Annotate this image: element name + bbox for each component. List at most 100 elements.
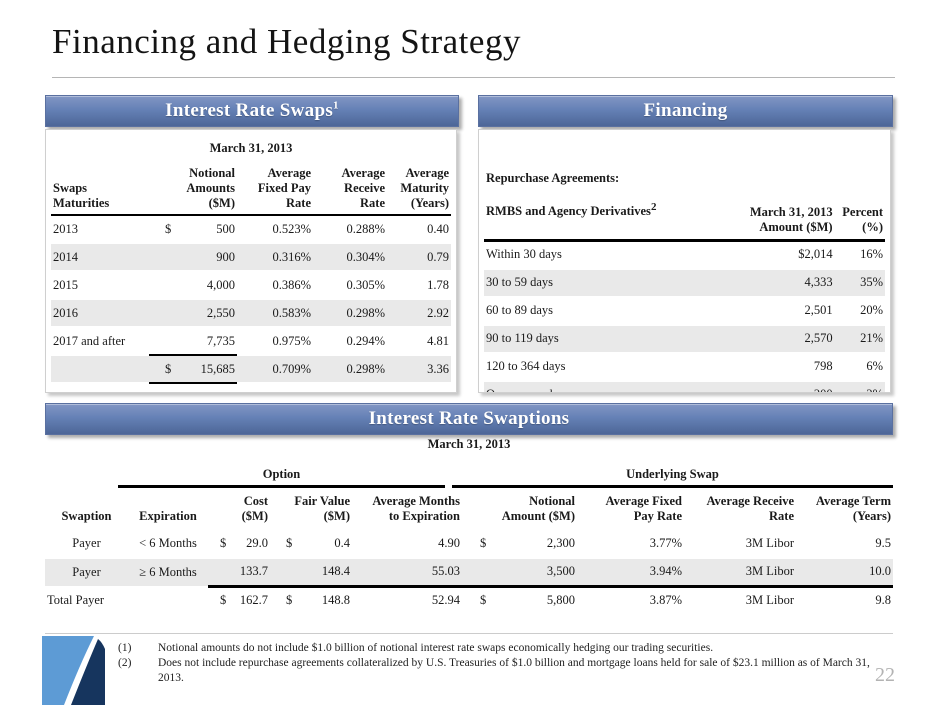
financing-row-60-89: 60 to 89 days 2,501 20% (484, 298, 885, 326)
cell-amount: 2,570 (697, 325, 835, 354)
currency-sign: $ (286, 593, 293, 607)
cell-term: 9.5 (796, 531, 893, 559)
cell-expiration: < 6 Months (128, 531, 208, 559)
cell-amount: 798 (697, 354, 835, 382)
cell-maturity: 0.79 (387, 244, 451, 273)
swaptions-col-months: Average Months to Expiration (372, 494, 460, 523)
cell-receive-rate: 3M Libor (684, 531, 796, 559)
cell-label: 90 to 119 days (484, 325, 698, 354)
cell-value: 4,000 (206, 277, 235, 292)
swaptions-date: March 31, 2013 (427, 437, 511, 451)
cell-notional: $2,300 (462, 531, 577, 559)
currency-sign: $ (480, 536, 487, 550)
swaptions-col-receive: Average Receive Rate (706, 494, 794, 523)
cell-percent: 16% (834, 242, 885, 270)
swaps-table-panel: March 31, 2013 Swaps Maturities Notional… (45, 129, 457, 393)
financing-col-label: Repurchase Agreements: RMBS and Agency D… (484, 148, 698, 242)
swaps-col-maturities: Swaps Maturities (51, 160, 149, 217)
cell-pay-rate: 0.386% (237, 272, 313, 301)
swaps-section-header: Interest Rate Swaps1 (45, 95, 459, 127)
cell-months: 52.94 (352, 588, 462, 616)
page-number: 22 (875, 664, 895, 686)
cell-pay-rate: 3.94% (577, 558, 684, 588)
swaps-row-2017-after: 2017 and after 7,735 0.975% 0.294% 4.81 (51, 328, 451, 357)
cell-receive-rate: 0.298% (313, 300, 387, 329)
footnotes: (1) Notional amounts do not include $1.0… (118, 641, 898, 686)
cell-receive-rate: 0.305% (313, 272, 387, 301)
cell-fair-value: $148.8 (270, 588, 352, 616)
title-divider (52, 77, 895, 78)
cell-amount: $2,014 (697, 242, 835, 270)
cell-term: 10.0 (796, 558, 893, 588)
cell-maturity: 3.36 (387, 356, 451, 385)
cell-notional: 900 (149, 244, 237, 273)
cell-pay-rate: 0.583% (237, 300, 313, 329)
cell-maturity: 1.78 (387, 272, 451, 301)
cell-value: 900 (216, 249, 235, 264)
financing-header-line2-text: RMBS and Agency Derivatives (486, 203, 651, 218)
financing-row-within-30: Within 30 days $2,014 16% (484, 242, 885, 270)
swaptions-row-payer-gte6: Payer ≥ 6 Months 133.7 148.4 55.03 3,500… (45, 558, 893, 588)
swaps-row-2013: 2013 $500 0.523% 0.288% 0.40 (51, 216, 451, 245)
swaps-table: Swaps Maturities Notional Amounts ($M) A… (51, 160, 451, 385)
swaptions-col-fair-value: Fair Value ($M) (294, 494, 350, 523)
cell-receive-rate: 0.298% (313, 356, 387, 385)
currency-sign: $ (165, 361, 172, 376)
cell-value: 5,800 (546, 593, 575, 607)
swaptions-row-payer-lt6: Payer < 6 Months $29.0 $0.4 4.90 $2,300 … (45, 531, 893, 559)
cell-fair-value: 148.4 (270, 558, 352, 588)
cell-cost: $29.0 (208, 531, 270, 559)
swaps-col-notional: Notional Amounts ($M) (149, 160, 237, 217)
cell-value: 133.7 (239, 564, 268, 578)
cell-notional: 3,500 (462, 558, 577, 588)
currency-sign: $ (480, 593, 487, 607)
financing-header-row: Repurchase Agreements: RMBS and Agency D… (484, 148, 885, 242)
cell-notional: $5,800 (462, 588, 577, 616)
cell-notional: 2,550 (149, 300, 237, 329)
financing-col-amount: March 31, 2013 Amount ($M) (697, 148, 835, 242)
cell-label: One year and over (484, 381, 698, 392)
swaptions-section-title: Interest Rate Swaptions (368, 408, 570, 429)
swaptions-col-cost: Cost ($M) (241, 494, 268, 523)
currency-sign: $ (165, 221, 172, 236)
financing-table-panel: Repurchase Agreements: RMBS and Agency D… (478, 129, 891, 393)
group-header-underlying-swap: Underlying Swap (452, 467, 893, 488)
swaps-total-row: $15,685 0.709% 0.298% 3.36 (51, 356, 451, 385)
cell-pay-rate: 0.975% (237, 328, 313, 357)
cell-months: 55.03 (352, 558, 462, 588)
financing-section-title: Financing (643, 100, 728, 121)
cell-pay-rate: 0.709% (237, 356, 313, 385)
cell-label: 2015 (51, 272, 149, 301)
cell-percent: 20% (834, 298, 885, 326)
cell-amount: 200 (697, 381, 835, 392)
cell-label: 30 to 59 days (484, 269, 698, 298)
cell-value: 162.7 (239, 593, 268, 607)
cell-label: Within 30 days (484, 242, 698, 270)
financing-table: Repurchase Agreements: RMBS and Agency D… (484, 148, 885, 392)
cell-amount: 2,501 (697, 298, 835, 326)
cell-notional: 4,000 (149, 272, 237, 301)
swaptions-group-headers: Option Underlying Swap (45, 458, 893, 488)
cell-notional: $500 (149, 216, 237, 245)
swaps-col-pay-rate: Average Fixed Pay Rate (237, 160, 313, 217)
swaps-row-2015: 2015 4,000 0.386% 0.305% 1.78 (51, 272, 451, 301)
swaps-row-2016: 2016 2,550 0.583% 0.298% 2.92 (51, 300, 451, 329)
cell-swaption: Payer (45, 531, 128, 559)
cell-pay-rate: 0.523% (237, 216, 313, 245)
swaptions-col-term: Average Term (Years) (815, 494, 891, 523)
cell-label: 120 to 364 days (484, 354, 698, 382)
currency-sign: $ (286, 536, 293, 550)
cell-months: 4.90 (352, 531, 462, 559)
footnote-marker: (2) (118, 656, 132, 669)
financing-header-line2: RMBS and Agency Derivatives2 (486, 200, 696, 220)
swaptions-table: Swaption Expiration Cost ($M) Fair Value… (45, 488, 893, 616)
cell-value: 7,735 (206, 333, 235, 348)
cell-cost: $162.7 (208, 588, 270, 616)
company-logo (42, 636, 105, 705)
cell-percent: 2% (834, 381, 885, 392)
cell-receive-rate: 3M Libor (684, 588, 796, 616)
swaps-header-row: Swaps Maturities Notional Amounts ($M) A… (51, 160, 451, 217)
footnote-ref-2: 2 (650, 200, 657, 213)
swaps-row-2014: 2014 900 0.316% 0.304% 0.79 (51, 244, 451, 273)
